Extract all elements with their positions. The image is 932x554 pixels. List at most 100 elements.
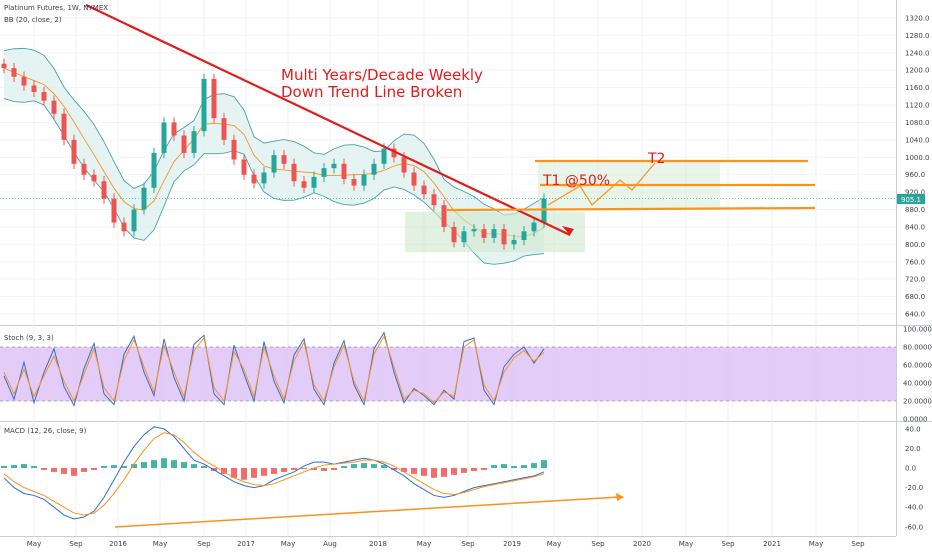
- macd-histogram-bar: [301, 468, 307, 469]
- time-tick-label: May: [679, 540, 693, 548]
- candle-body: [171, 122, 177, 136]
- macd-histogram-bar: [11, 465, 17, 468]
- macd-histogram-bar: [531, 463, 537, 468]
- macd-histogram-bar: [241, 468, 247, 480]
- time-tick-label: Sep: [721, 540, 735, 548]
- candle-body: [241, 159, 247, 175]
- candle-body: [201, 78, 207, 132]
- macd-histogram-bar: [81, 468, 87, 472]
- breakout-line: [446, 206, 816, 212]
- price-tick-label: 1240.0: [905, 49, 930, 57]
- price-tick-label: 800.0: [905, 241, 925, 249]
- macd-histogram-bar: [401, 468, 407, 472]
- macd-histogram-bar: [481, 468, 487, 470]
- candle-body: [301, 181, 307, 188]
- macd-histogram-bar: [131, 464, 137, 468]
- candle-body: [211, 78, 217, 119]
- macd-histogram-bar: [501, 464, 507, 468]
- price-tag: [897, 194, 925, 204]
- candle-body: [411, 172, 417, 186]
- macd-histogram-bar: [431, 468, 437, 478]
- macd-histogram-bar: [461, 468, 467, 473]
- macd-histogram-bar: [111, 465, 117, 468]
- macd-histogram-bar: [281, 468, 287, 472]
- macd-histogram-bar: [21, 464, 27, 468]
- candle-body: [231, 139, 237, 160]
- candle-body: [101, 181, 107, 199]
- price-tick-label: 1320.0: [905, 15, 930, 23]
- price-tick-label: 840.0: [905, 223, 925, 231]
- candle-body: [351, 179, 357, 186]
- candle-body: [71, 139, 77, 164]
- candle-body: [181, 135, 187, 153]
- macd-histogram-bar: [331, 468, 337, 470]
- macd-histogram-bar: [161, 458, 167, 468]
- time-tick-label: May: [27, 540, 41, 548]
- candle-body: [161, 122, 167, 153]
- macd-pane[interactable]: [1, 426, 624, 528]
- target-t1-label: T1 @50%: [542, 173, 610, 189]
- bb-upper-line: [3, 47, 545, 216]
- macd-histogram-bar: [471, 468, 477, 471]
- macd-histogram-bar: [321, 468, 327, 471]
- macd-histogram-bar: [91, 468, 97, 470]
- macd-histogram-bar: [541, 460, 547, 468]
- stoch-line-k: [3, 331, 545, 407]
- macd-histogram-bar: [71, 468, 77, 476]
- price-tick-label: 1160.0: [905, 84, 930, 92]
- candle-body: [371, 163, 377, 175]
- candle-body: [281, 155, 287, 164]
- candle-body: [481, 229, 487, 238]
- candle-body: [271, 155, 277, 173]
- candle-body: [341, 163, 347, 180]
- price-tick-label: 920.0: [905, 189, 925, 197]
- macd-histogram-bar: [521, 465, 527, 468]
- time-tick-label: 2017: [237, 540, 255, 548]
- drawings: [85, 4, 816, 236]
- candle-body: [361, 174, 367, 186]
- candle-body: [31, 85, 37, 92]
- stoch-indicator-label[interactable]: Stoch (9, 3, 3): [4, 334, 54, 342]
- time-tick-label: Sep: [197, 540, 211, 548]
- macd-histogram-bar: [421, 468, 427, 476]
- time-tick-label: 2021: [763, 540, 781, 548]
- stoch-line-d: [3, 334, 545, 404]
- macd-divergence-arrowhead: [616, 493, 624, 501]
- time-tick-label: May: [809, 540, 823, 548]
- candle-body: [511, 240, 517, 245]
- macd-histogram-bar: [271, 468, 277, 474]
- macd-histogram-bar: [121, 466, 127, 468]
- time-tick-label: Sep: [461, 540, 475, 548]
- candle-body: [381, 148, 387, 164]
- candle-body: [61, 113, 67, 140]
- price-tick-label: 680.0: [905, 293, 925, 301]
- price-tick-label: 1040.0: [905, 136, 930, 144]
- price-tick-label: 1000.0: [905, 154, 930, 162]
- candle-body: [521, 231, 527, 240]
- axes: 1320.0 1280.0 1240.0 1200.0 1160.0 1120.0 1080…: [27, 15, 932, 549]
- candle-body: [401, 157, 407, 173]
- bb-indicator-label[interactable]: BB (20, close, 2): [4, 16, 62, 24]
- macd-histogram-bar: [251, 468, 257, 478]
- macd-histogram-bar: [171, 460, 177, 468]
- macd-histogram-bar: [391, 468, 397, 470]
- macd-histogram-bar: [441, 468, 447, 477]
- macd-histogram-bar: [151, 460, 157, 468]
- macd-histogram-bar: [191, 464, 197, 468]
- time-tick-label: 2019: [503, 540, 521, 548]
- macd-tick-label: -40.0: [905, 504, 923, 512]
- macd-histogram-bar: [381, 465, 387, 468]
- stoch-pane[interactable]: [0, 331, 896, 407]
- time-tick-label: Sep: [69, 540, 83, 548]
- macd-histogram-bar: [351, 464, 357, 468]
- macd-indicator-label[interactable]: MACD (12, 26, close, 9): [4, 427, 87, 435]
- headline-line-2: Down Trend Line Broken: [281, 83, 462, 101]
- price-tick-label: 760.0: [905, 258, 925, 266]
- price-pane[interactable]: [0, 0, 896, 325]
- stoch-tick-label: 80.0000: [903, 344, 932, 352]
- candle-body: [111, 198, 117, 223]
- candle-body: [311, 176, 317, 188]
- candle-body: [541, 198, 547, 223]
- candle-body: [41, 92, 47, 101]
